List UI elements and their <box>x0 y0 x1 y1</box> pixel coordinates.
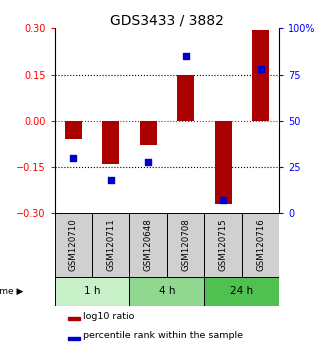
Text: GSM120716: GSM120716 <box>256 219 265 272</box>
Bar <box>204 277 279 306</box>
Text: 24 h: 24 h <box>230 286 253 296</box>
Bar <box>129 277 204 306</box>
Text: GSM120648: GSM120648 <box>144 219 153 272</box>
Text: 4 h: 4 h <box>159 286 175 296</box>
Bar <box>55 213 92 277</box>
Title: GDS3433 / 3882: GDS3433 / 3882 <box>110 13 224 27</box>
Bar <box>68 337 80 339</box>
Point <box>221 198 226 203</box>
Text: percentile rank within the sample: percentile rank within the sample <box>83 331 243 340</box>
Bar <box>204 213 242 277</box>
Bar <box>252 30 269 121</box>
Text: GSM120715: GSM120715 <box>219 219 228 272</box>
Point <box>71 155 76 161</box>
Bar <box>129 213 167 277</box>
Text: GSM120710: GSM120710 <box>69 219 78 272</box>
Bar <box>102 121 119 164</box>
Text: time ▶: time ▶ <box>0 287 23 296</box>
Bar <box>92 213 129 277</box>
Point <box>146 159 151 164</box>
Bar <box>68 317 80 320</box>
Point <box>183 53 188 59</box>
Bar <box>215 121 231 204</box>
Bar <box>242 213 279 277</box>
Bar <box>177 75 194 121</box>
Point <box>108 177 113 183</box>
Bar <box>55 277 129 306</box>
Text: GSM120708: GSM120708 <box>181 219 190 272</box>
Bar <box>167 213 204 277</box>
Text: log10 ratio: log10 ratio <box>83 312 134 321</box>
Bar <box>140 121 157 145</box>
Text: GSM120711: GSM120711 <box>106 219 115 272</box>
Bar <box>65 121 82 139</box>
Text: 1 h: 1 h <box>84 286 100 296</box>
Point <box>258 66 263 72</box>
